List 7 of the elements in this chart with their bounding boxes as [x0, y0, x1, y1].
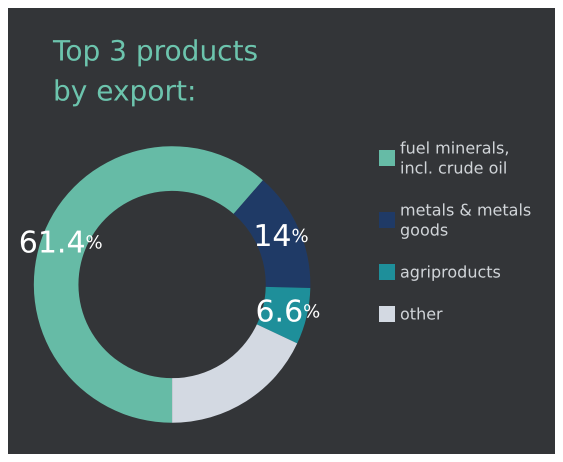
data-label: 14% — [253, 219, 309, 254]
legend-label: metals & metals goods — [400, 200, 536, 240]
legend-label: fuel minerals, incl. crude oil — [400, 138, 514, 178]
data-label: 6.6% — [255, 294, 320, 330]
legend-label: other — [400, 304, 444, 324]
legend-label: agriproducts — [400, 262, 501, 282]
chart-title: Top 3 products by export: — [52, 34, 258, 108]
